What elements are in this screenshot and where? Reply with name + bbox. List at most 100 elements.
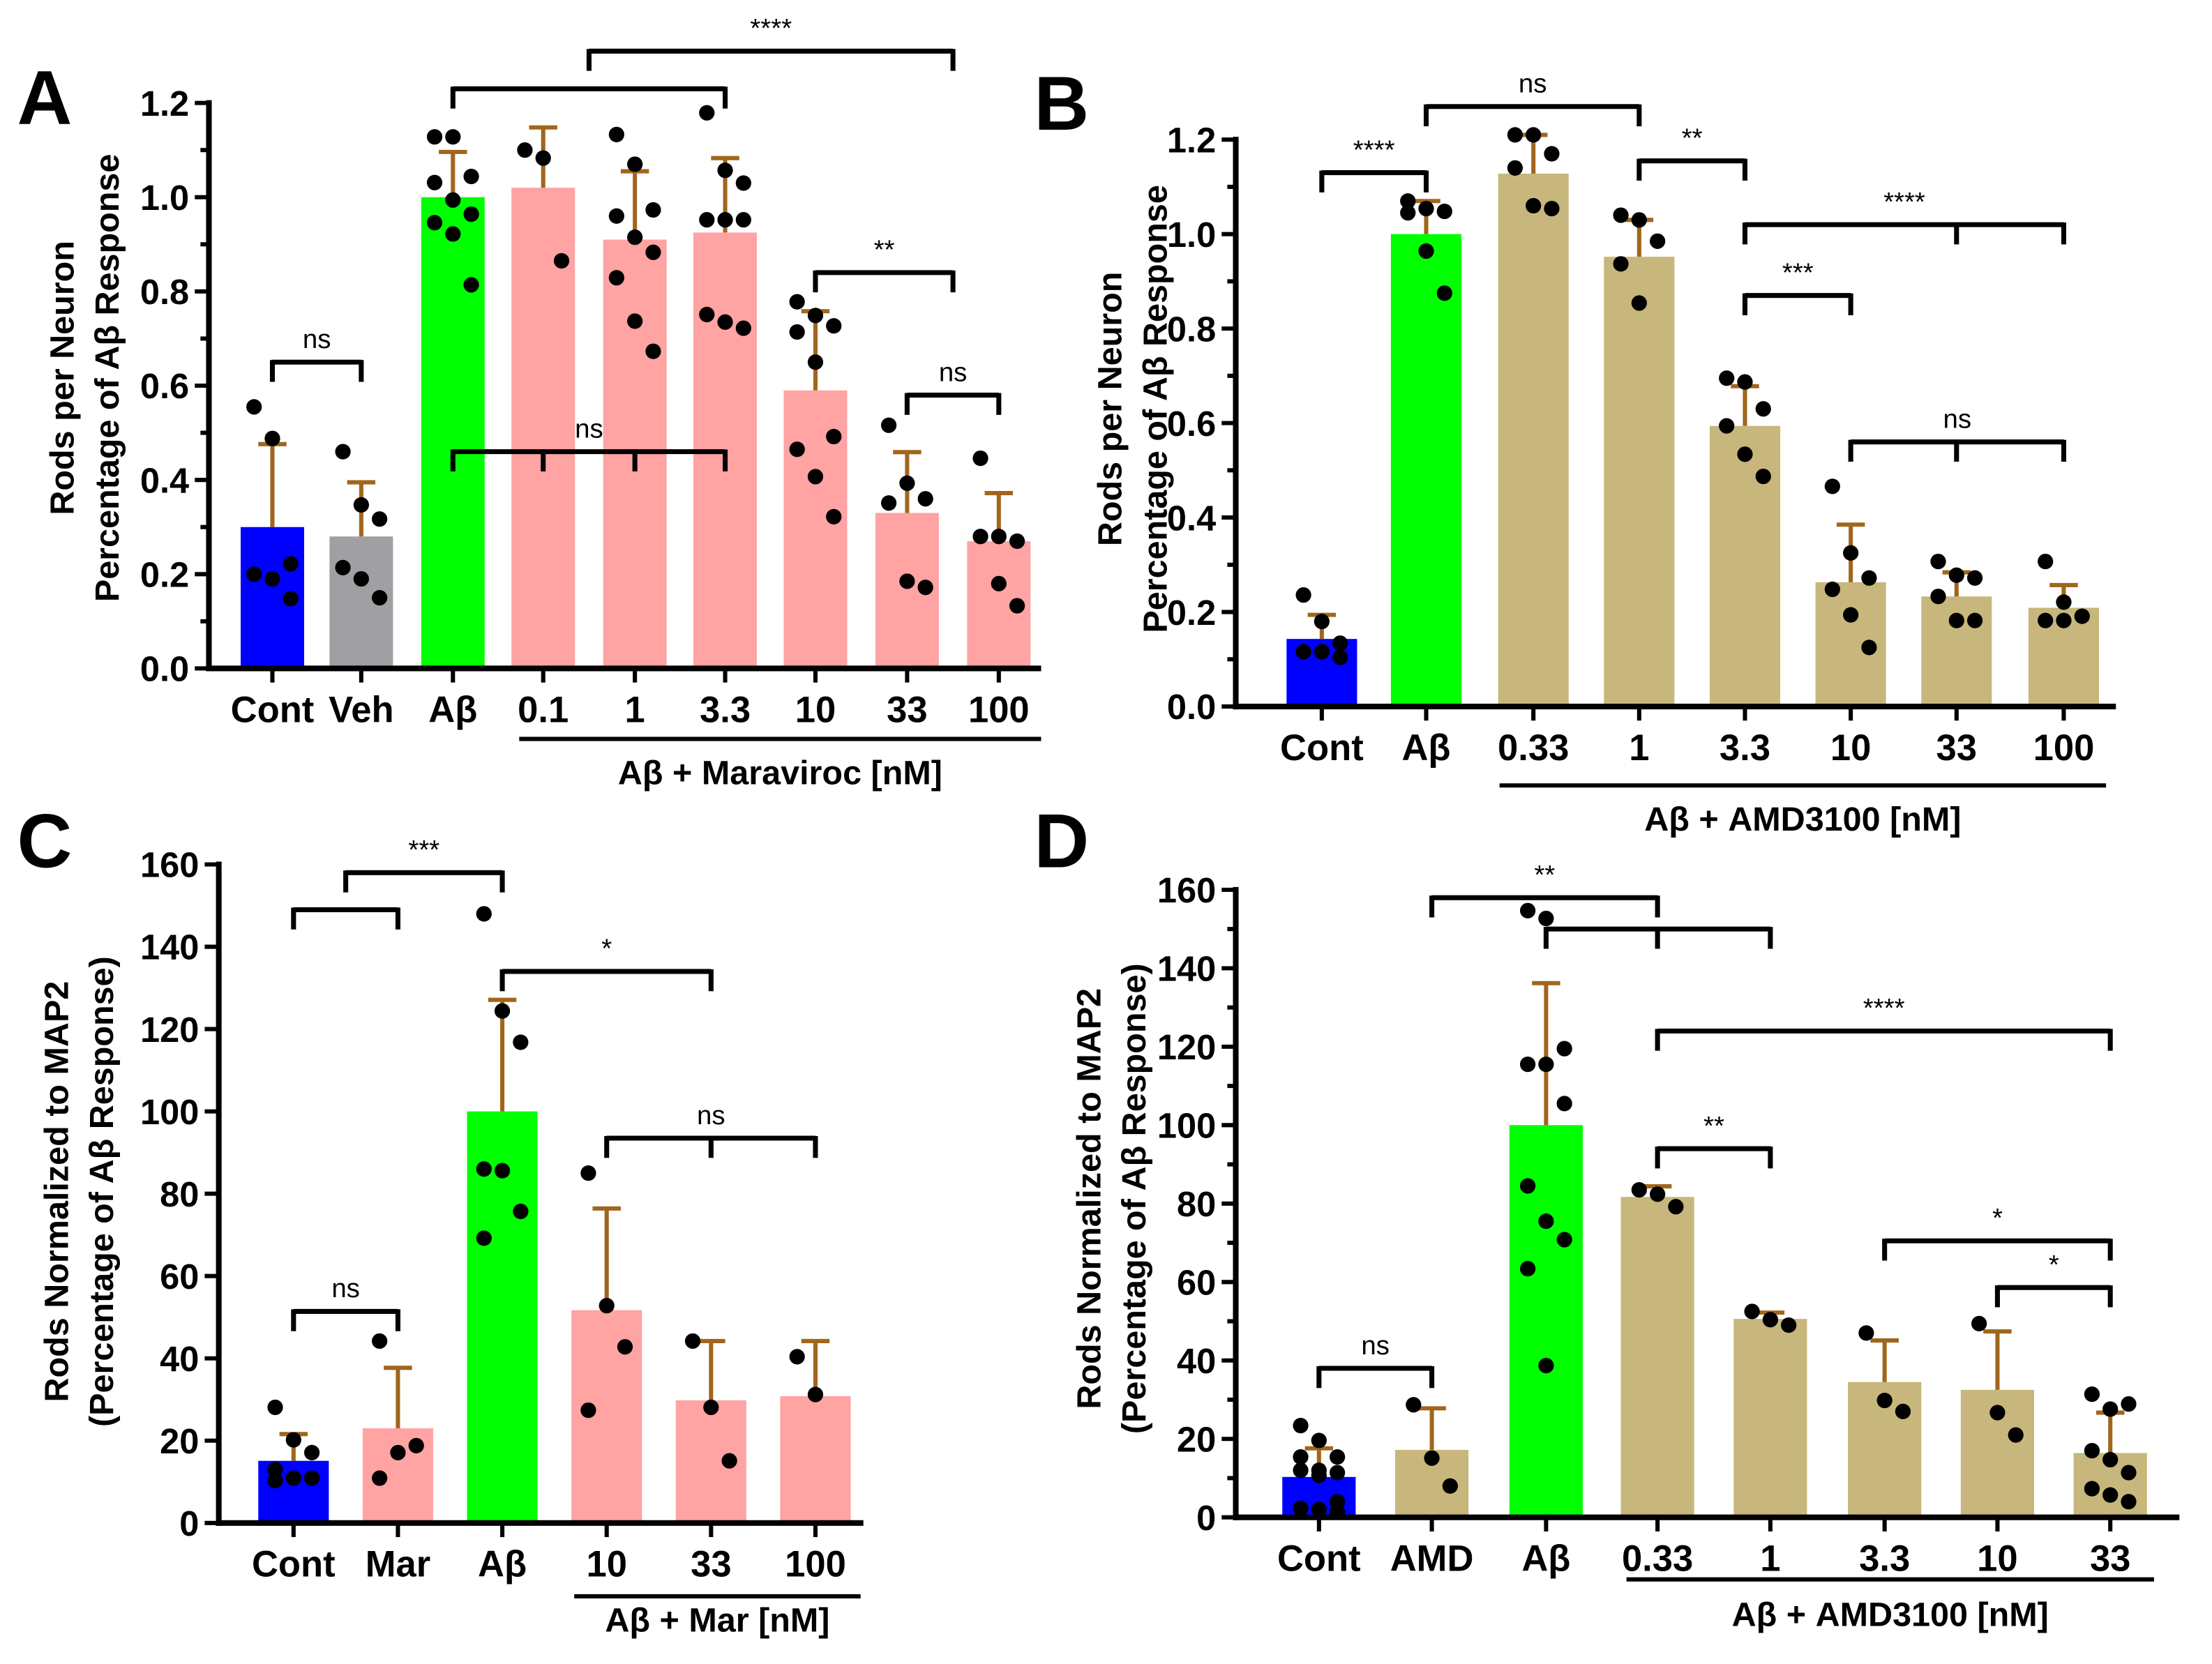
y-tick-label: 0.6: [140, 366, 189, 406]
data-point: [1861, 570, 1877, 586]
panel-c: C 0 20 40 60 80 100 120 140 160 Cont Mar Aβ 10 33 100 Aβ…: [17, 799, 864, 1639]
x-tick-label: 0.1: [518, 689, 569, 730]
data-point: [267, 1461, 283, 1478]
data-point: [1311, 1502, 1327, 1518]
data-point: [880, 495, 897, 511]
y-tick-label: 0.0: [140, 649, 189, 689]
y-axis-label: (Percentage of Aβ Response): [1115, 963, 1153, 1434]
y-tick-label: 1.0: [140, 178, 189, 218]
data-point: [917, 580, 933, 596]
data-point: [1649, 1186, 1666, 1202]
data-point: [264, 570, 280, 587]
data-point: [717, 162, 733, 179]
data-point: [246, 566, 262, 582]
data-point: [2056, 612, 2072, 628]
significance-label: **: [1703, 1111, 1724, 1141]
data-point: [1824, 581, 1840, 598]
significance-label: ns: [303, 324, 331, 354]
y-axis-label: (Percentage of Aβ Response): [83, 956, 121, 1427]
data-point: [608, 208, 624, 224]
data-point: [283, 556, 299, 572]
data-point: [1009, 598, 1025, 614]
data-point: [303, 1470, 320, 1486]
data-point: [1436, 285, 1452, 301]
y-tick-label: 120: [1157, 1027, 1216, 1067]
data-point: [1519, 1178, 1536, 1194]
x-tick-label: 100: [968, 689, 1030, 730]
y-tick-label: 40: [1177, 1341, 1216, 1381]
y-tick-label: 0.4: [1167, 498, 1216, 538]
data-point: [1544, 200, 1560, 217]
data-point: [917, 491, 933, 507]
data-point: [2121, 1396, 2137, 1412]
data-point: [2074, 608, 2090, 624]
data-point: [699, 212, 715, 228]
significance-label: ***: [408, 835, 439, 865]
x-tick-label: Cont: [252, 1544, 336, 1585]
data-point: [1418, 200, 1434, 217]
panel-letter: A: [17, 56, 72, 141]
significance-label: ****: [1863, 993, 1905, 1023]
data-point: [1948, 612, 1964, 628]
y-tick-label: 160: [140, 845, 199, 885]
data-point: [1843, 545, 1859, 561]
x-tick-label: Cont: [1277, 1538, 1361, 1580]
significance-bracket: ****: [1319, 135, 1429, 192]
panel-letter: B: [1034, 61, 1089, 146]
x-tick-label: Aβ: [478, 1544, 527, 1585]
data-point: [826, 428, 842, 445]
significance-bracket: ***: [1742, 257, 1853, 316]
x-tick-label: 3.3: [1720, 727, 1770, 769]
data-point: [1538, 1357, 1554, 1374]
data-point: [445, 129, 461, 145]
significance-bracket: **: [1637, 123, 1748, 181]
data-point: [789, 294, 805, 310]
y-tick-label: 140: [140, 928, 199, 967]
significance-bracket: ***: [343, 835, 505, 893]
data-point: [717, 314, 733, 330]
x-tick-label: 0.33: [1498, 727, 1569, 769]
data-point: [1295, 644, 1311, 660]
data-point: [1293, 1462, 1309, 1478]
data-point: [1507, 127, 1523, 143]
data-point: [735, 175, 751, 191]
y-tick-label: 0.8: [140, 272, 189, 312]
group-label: Aβ + AMD3100 [nM]: [1732, 1596, 2049, 1633]
y-tick-label: 0.0: [1167, 687, 1216, 727]
data-point: [1442, 1478, 1458, 1494]
data-point: [717, 212, 733, 228]
data-point: [1538, 910, 1554, 927]
significance-bracket: **: [1655, 1111, 1773, 1169]
significance-bracket: *: [499, 934, 714, 992]
data-point: [608, 126, 624, 143]
data-point: [335, 559, 351, 575]
x-tick-label: Mar: [366, 1544, 430, 1585]
significance-bracket: ****: [1655, 993, 2113, 1051]
y-tick-label: 1.2: [1167, 120, 1216, 160]
y-tick-label: 100: [1157, 1106, 1216, 1146]
data-point: [494, 1003, 511, 1019]
data-point: [645, 244, 661, 260]
data-point: [285, 1470, 301, 1486]
data-point: [1930, 553, 1946, 570]
significance-label: *: [2049, 1250, 2059, 1280]
data-point: [627, 313, 643, 329]
y-tick-label: 60: [160, 1257, 199, 1296]
data-point: [1314, 613, 1330, 630]
data-point: [991, 575, 1007, 591]
data-point: [1009, 533, 1025, 550]
data-point: [1631, 1182, 1647, 1198]
significance-bracket: ****: [1742, 187, 2066, 245]
data-point: [972, 450, 988, 467]
data-point: [1631, 295, 1647, 311]
data-point: [513, 1203, 529, 1220]
x-tick-label: 10: [795, 689, 836, 730]
significance-label: ***: [1782, 257, 1814, 287]
data-point: [1311, 1467, 1327, 1483]
significance-bracket: ns: [291, 1273, 400, 1331]
y-tick-label: 160: [1157, 870, 1216, 910]
data-point: [1556, 1041, 1572, 1057]
x-tick-label: 33: [2090, 1538, 2130, 1580]
data-point: [599, 1298, 615, 1314]
x-tick-label: AMD: [1390, 1538, 1474, 1580]
